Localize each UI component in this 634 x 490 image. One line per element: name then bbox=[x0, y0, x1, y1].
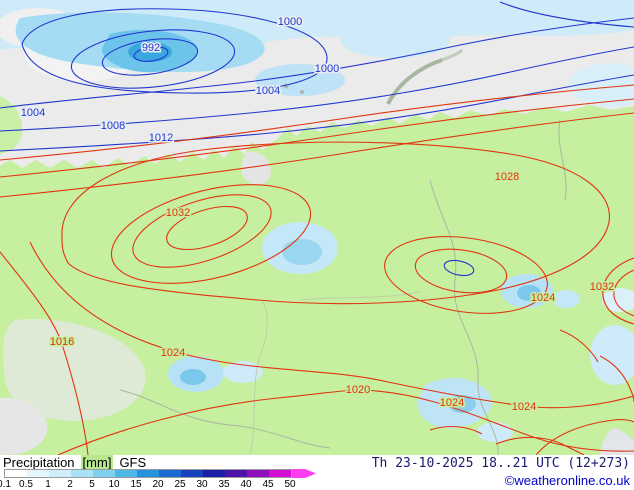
scale-segment bbox=[247, 470, 269, 477]
scale-label: 10 bbox=[108, 479, 120, 490]
scale-segment bbox=[93, 470, 115, 477]
scale-label: 50 bbox=[284, 479, 296, 490]
isobar-label-1032-east: 1032 bbox=[590, 281, 614, 293]
scale-segment bbox=[203, 470, 225, 477]
scale-label: 2 bbox=[67, 479, 73, 490]
scale-segment bbox=[269, 470, 291, 477]
isobar-label-1032-center: 1032 bbox=[166, 207, 190, 219]
isobar-label-1016: 1016 bbox=[50, 336, 74, 348]
copyright-link[interactable]: ©weatheronline.co.uk bbox=[504, 473, 630, 488]
lowland-gray-group bbox=[0, 319, 634, 455]
legend-title: Precipitation bbox=[3, 455, 75, 470]
map-area: 992 1000 1000 1004 1004 1008 1012 1032 1… bbox=[0, 0, 634, 456]
islands-group bbox=[269, 48, 464, 105]
scale-label: 25 bbox=[174, 479, 186, 490]
precip-scale bbox=[4, 469, 292, 478]
scale-segment bbox=[49, 470, 71, 477]
legend-unit: [mm] bbox=[80, 455, 114, 470]
scale-segment bbox=[181, 470, 203, 477]
isobar-label-1024-sw: 1024 bbox=[161, 347, 185, 359]
scale-segment bbox=[115, 470, 137, 477]
isobar-label-1008: 1008 bbox=[101, 120, 125, 132]
isobar-label-1000-top: 1000 bbox=[278, 16, 302, 28]
scale-label: 15 bbox=[130, 479, 142, 490]
isobar-label-1012: 1012 bbox=[149, 132, 173, 144]
isobar-label-1024-e: 1024 bbox=[531, 292, 555, 304]
scale-label: 40 bbox=[240, 479, 252, 490]
isobar-label-1000-right: 1000 bbox=[315, 63, 339, 75]
scale-segment bbox=[137, 470, 159, 477]
scale-label: 35 bbox=[218, 479, 230, 490]
isobar-label-1004-left: 1004 bbox=[21, 107, 45, 119]
scale-label: 1 bbox=[45, 479, 51, 490]
precip-scale-arrow bbox=[292, 469, 316, 478]
weather-map-svg: 992 1000 1000 1004 1004 1008 1012 1032 1… bbox=[0, 0, 634, 456]
scale-label: 5 bbox=[89, 479, 95, 490]
scale-label: 0.5 bbox=[19, 479, 33, 490]
isobar-low-group bbox=[0, 1, 634, 277]
isobar-label-1024-se: 1024 bbox=[512, 401, 536, 413]
precip-scale-wrap bbox=[4, 469, 316, 478]
isobar-label-1028: 1028 bbox=[495, 171, 519, 183]
scale-segment bbox=[159, 470, 181, 477]
legend-model: GFS bbox=[119, 455, 147, 470]
legend-title-row: Precipitation [mm] GFS bbox=[3, 455, 146, 470]
isobar-label-1024-s: 1024 bbox=[440, 397, 464, 409]
coast-green-sliver bbox=[0, 96, 23, 154]
isobar-high-group bbox=[0, 84, 634, 456]
precipitation-sea-group bbox=[0, 0, 634, 107]
isobar-labels-group: 992 1000 1000 1004 1004 1008 1012 1032 1… bbox=[19, 15, 615, 415]
isobar-label-992: 992 bbox=[142, 42, 160, 54]
white-sea-inlet bbox=[241, 151, 271, 185]
scale-segment bbox=[27, 470, 49, 477]
isobar-label-1020: 1020 bbox=[346, 384, 370, 396]
scale-label: 30 bbox=[196, 479, 208, 490]
scale-segment bbox=[225, 470, 247, 477]
scale-segment bbox=[5, 470, 27, 477]
legend-bar: Precipitation [mm] GFS 0.10.512510152025… bbox=[0, 455, 634, 490]
forecast-datetime: Th 23-10-2025 18..21 UTC (12+273) bbox=[371, 456, 630, 471]
rivers-group bbox=[119, 119, 567, 456]
scale-label: 45 bbox=[262, 479, 274, 490]
scale-label: 20 bbox=[152, 479, 164, 490]
scale-segment bbox=[71, 470, 93, 477]
scale-label: 0.1 bbox=[0, 479, 11, 490]
isobar-label-1004-mid: 1004 bbox=[256, 85, 280, 97]
